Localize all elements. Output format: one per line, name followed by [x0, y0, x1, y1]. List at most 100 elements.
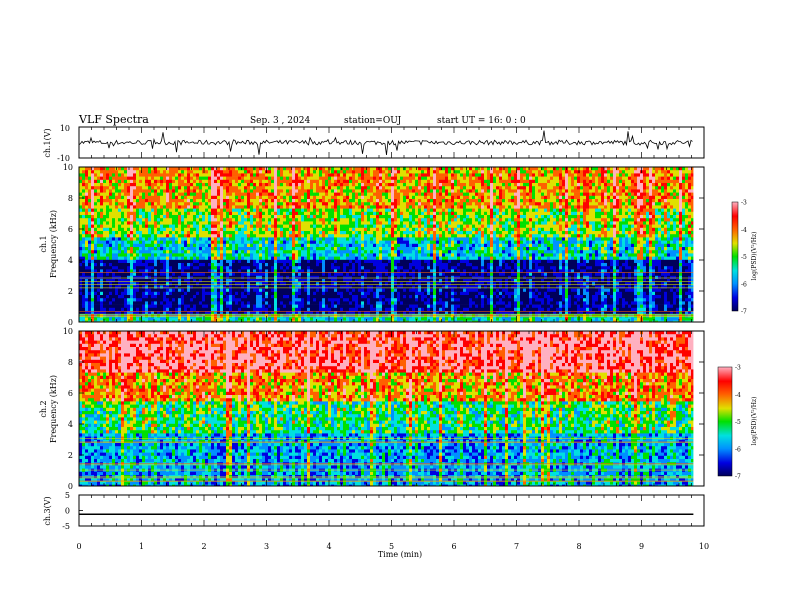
- spectrogram-cell: [127, 211, 131, 216]
- spectrogram-cell: [109, 253, 113, 257]
- spectrogram-cell: [262, 288, 266, 293]
- spectrogram-cell: [172, 291, 176, 296]
- spectrogram-cell: [190, 218, 194, 222]
- spectrogram-cell: [283, 247, 287, 251]
- spectrogram-cell: [85, 189, 89, 193]
- spectrogram-cell: [379, 234, 383, 238]
- spectrogram-cell: [154, 314, 158, 318]
- spectrogram-cell: [166, 179, 170, 184]
- spectrogram-cell: [139, 247, 143, 251]
- spectrogram-cell: [124, 266, 128, 270]
- spectrogram-cell: [121, 202, 125, 206]
- spectrogram-cell: [337, 227, 341, 232]
- spectrogram-cell: [373, 237, 377, 241]
- spectrogram-cell: [109, 243, 113, 248]
- spectrogram-cell: [193, 202, 197, 206]
- spectrogram-cell: [106, 205, 110, 209]
- spectrogram-cell: [325, 240, 329, 245]
- spectrogram-cell: [79, 234, 83, 238]
- spectrogram-cell: [286, 221, 290, 225]
- spectrogram-cell: [193, 195, 197, 200]
- spectrogram-cell: [160, 202, 164, 206]
- spectrogram-cell: [361, 170, 365, 174]
- spectrogram-cell: [328, 285, 332, 289]
- spectrogram-cell: [310, 192, 314, 197]
- spectrogram-cell: [163, 195, 167, 200]
- spectrogram-cell: [106, 240, 110, 245]
- spectrogram-cell: [289, 186, 293, 190]
- spectrogram-cell: [79, 279, 83, 283]
- spectrogram-cell: [136, 259, 140, 264]
- spectrogram-cell: [100, 208, 104, 213]
- spectrogram-cell: [265, 247, 269, 251]
- spectrogram-cell: [244, 176, 248, 181]
- spectrogram-cell: [121, 227, 125, 232]
- spectrogram-cell: [280, 221, 284, 225]
- spectrogram-cell: [121, 269, 125, 273]
- spectrogram-cell: [88, 231, 92, 235]
- spectrogram-cell: [358, 269, 362, 273]
- spectrogram-cell: [115, 231, 119, 235]
- spectrogram-cell: [280, 253, 284, 257]
- spectrogram-cell: [160, 311, 164, 315]
- spectrogram-cell: [223, 199, 227, 203]
- spectrogram-cell: [301, 170, 305, 174]
- spectrogram-cell: [226, 314, 230, 318]
- spectrogram-cell: [163, 179, 167, 184]
- spectrogram-cell: [166, 176, 170, 181]
- spectrogram-cell: [271, 183, 275, 187]
- spectrogram-cell: [175, 215, 179, 219]
- spectrogram-cell: [277, 221, 281, 225]
- spectrogram-cell: [82, 311, 86, 315]
- spectrogram-cell: [202, 285, 206, 289]
- spectrogram-cell: [97, 218, 101, 222]
- spectrogram-cell: [178, 301, 182, 305]
- spectrogram-cell: [367, 304, 371, 309]
- spectrogram-cell: [97, 259, 101, 264]
- spectrogram-cell: [292, 247, 296, 251]
- spectrogram-cell: [262, 269, 266, 273]
- spectrogram-cell: [103, 195, 107, 200]
- spectrogram-cell: [226, 240, 230, 245]
- spectrogram-cell: [85, 275, 89, 280]
- spectrogram-cell: [343, 285, 347, 289]
- spectrogram-cell: [286, 250, 290, 254]
- spectrogram-cell: [253, 189, 257, 193]
- spectrogram-cell: [133, 221, 137, 225]
- spectrogram-cell: [256, 231, 260, 235]
- spectrogram-cell: [328, 221, 332, 225]
- spectrogram-cell: [319, 240, 323, 245]
- spectrogram-cell: [199, 298, 203, 302]
- spectrogram-cell: [376, 176, 380, 181]
- spectrogram-cell: [190, 279, 194, 283]
- spectrogram-cell: [151, 211, 155, 216]
- spectrogram-cell: [223, 218, 227, 222]
- spectrogram-cell: [274, 275, 278, 280]
- spectrogram-cell: [373, 295, 377, 299]
- spectrogram-cell: [211, 208, 215, 213]
- spectrogram-cell: [346, 186, 350, 190]
- spectrogram-cell: [280, 279, 284, 283]
- spectrogram-cell: [367, 250, 371, 254]
- spectrogram-cell: [106, 208, 110, 213]
- spectrogram-cell: [358, 189, 362, 193]
- spectrogram-cell: [244, 192, 248, 197]
- spectrogram-cell: [235, 215, 239, 219]
- spectrogram-cell: [337, 199, 341, 203]
- spectrogram-cell: [274, 256, 278, 261]
- spectrogram-cell: [118, 256, 122, 261]
- spectrogram-cell: [91, 215, 95, 219]
- spectrogram-cell: [190, 183, 194, 187]
- spectrogram-cell: [313, 224, 317, 229]
- spectrogram-cell: [100, 205, 104, 209]
- spectrogram-cell: [259, 186, 263, 190]
- spectrogram-cell: [205, 263, 209, 267]
- spectrogram-cell: [232, 304, 236, 309]
- spectrogram-cell: [343, 199, 347, 203]
- spectrogram-cell: [82, 266, 86, 270]
- spectrogram-cell: [331, 279, 335, 283]
- spectrogram-cell: [295, 298, 299, 302]
- spectrogram-cell: [340, 266, 344, 270]
- spectrogram-cell: [163, 285, 167, 289]
- spectrogram-cell: [364, 186, 368, 190]
